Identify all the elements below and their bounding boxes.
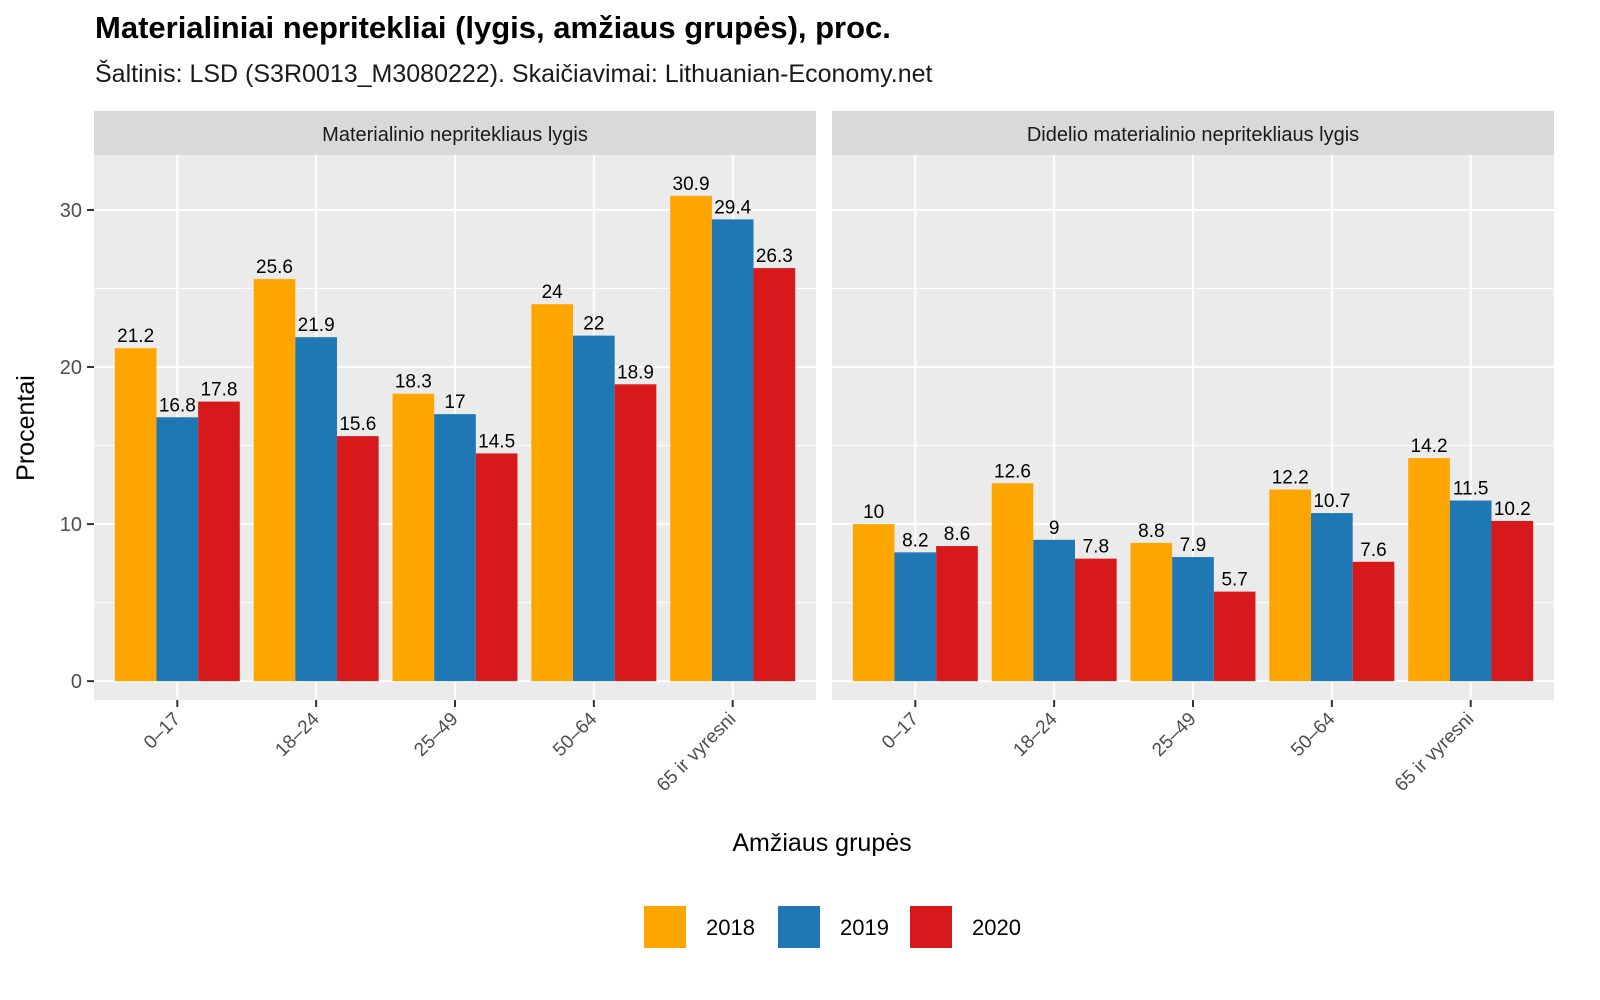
bar-value-label: 30.9 bbox=[673, 174, 710, 195]
legend-label: 2018 bbox=[706, 915, 755, 940]
bar-value-label: 10.2 bbox=[1494, 499, 1531, 520]
bar-value-label: 22 bbox=[583, 314, 604, 335]
bar-value-label: 18.9 bbox=[617, 362, 654, 383]
bar-value-label: 8.8 bbox=[1138, 521, 1164, 542]
legend-swatch-2018 bbox=[644, 906, 686, 948]
bar-2018 bbox=[1408, 458, 1450, 682]
bar-2019 bbox=[894, 552, 937, 682]
bar-value-label: 9 bbox=[1049, 518, 1060, 539]
bar-2018 bbox=[253, 279, 296, 682]
bar-2019 bbox=[1033, 539, 1075, 682]
y-axis-title: Procentai bbox=[12, 375, 40, 481]
bar-2019 bbox=[295, 337, 337, 682]
bar-2018 bbox=[392, 393, 435, 682]
bar-2020 bbox=[1213, 591, 1256, 682]
bar-2020 bbox=[336, 436, 379, 682]
bar-2018 bbox=[991, 483, 1034, 682]
bar-value-label: 5.7 bbox=[1221, 570, 1247, 591]
bar-2020 bbox=[1352, 561, 1395, 682]
bar-value-label: 21.9 bbox=[298, 315, 335, 336]
bar-value-label: 29.4 bbox=[714, 197, 751, 218]
bar-2019 bbox=[1449, 500, 1492, 682]
x-tick-label: 18–24 bbox=[271, 708, 324, 761]
bar-2019 bbox=[1172, 557, 1214, 682]
x-tick-label: 0–17 bbox=[878, 709, 923, 754]
y-tick-label: 0 bbox=[71, 671, 82, 693]
y-tick-label: 10 bbox=[60, 514, 82, 536]
bar-2019 bbox=[711, 219, 754, 682]
legend-swatch-2020 bbox=[910, 906, 952, 948]
bar-2018 bbox=[1130, 542, 1173, 682]
bar-value-label: 21.2 bbox=[117, 326, 154, 347]
bar-2020 bbox=[198, 401, 240, 682]
bar-value-label: 24 bbox=[542, 282, 564, 303]
bar-2018 bbox=[1269, 489, 1312, 682]
chart-subtitle: Šaltinis: LSD (S3R0013_M3080222). Skaiči… bbox=[95, 60, 933, 88]
y-tick-label: 30 bbox=[60, 200, 82, 222]
bar-2020 bbox=[475, 453, 518, 682]
bar-value-label: 10.7 bbox=[1313, 491, 1350, 512]
panel-strip bbox=[94, 111, 816, 155]
bar-value-label: 18.3 bbox=[395, 372, 432, 393]
bar-value-label: 17.8 bbox=[200, 380, 237, 401]
bar-2018 bbox=[531, 304, 574, 682]
x-tick-label: 18–24 bbox=[1009, 708, 1062, 761]
x-tick-label: 65 ir vyresni bbox=[653, 709, 740, 796]
legend-label: 2019 bbox=[840, 915, 889, 940]
bar-value-label: 12.6 bbox=[994, 461, 1031, 482]
x-tick-label: 50–64 bbox=[549, 708, 602, 761]
bar-value-label: 25.6 bbox=[256, 257, 293, 278]
bar-value-label: 16.8 bbox=[159, 395, 196, 416]
bar-value-label: 26.3 bbox=[756, 246, 793, 267]
bar-value-label: 10 bbox=[863, 502, 884, 523]
bar-value-label: 11.5 bbox=[1453, 479, 1489, 500]
bar-2019 bbox=[1311, 513, 1353, 682]
bar-value-label: 7.9 bbox=[1180, 535, 1206, 556]
chart-title: Materialiniai nepritekliai (lygis, amžia… bbox=[95, 10, 891, 45]
bar-value-label: 12.2 bbox=[1272, 468, 1309, 489]
bar-2020 bbox=[753, 268, 796, 682]
bar-2020 bbox=[936, 546, 978, 682]
legend-label: 2020 bbox=[972, 915, 1021, 940]
bar-value-label: 7.8 bbox=[1083, 537, 1109, 558]
bar-2018 bbox=[852, 524, 895, 682]
bar-value-label: 15.6 bbox=[339, 414, 376, 435]
bar-value-label: 14.5 bbox=[478, 431, 515, 452]
legend-swatch-2019 bbox=[778, 906, 820, 948]
y-tick-label: 20 bbox=[60, 357, 82, 379]
bar-2019 bbox=[573, 335, 615, 682]
bar-value-label: 7.6 bbox=[1360, 540, 1386, 561]
bar-value-label: 17 bbox=[444, 392, 465, 413]
x-tick-label: 0–17 bbox=[140, 709, 185, 754]
bar-2020 bbox=[1074, 558, 1117, 682]
panel-strip-label: Materialinio nepritekliaus lygis bbox=[322, 124, 588, 146]
x-tick-label: 25–49 bbox=[1148, 709, 1200, 761]
x-tick-label: 65 ir vyresni bbox=[1391, 709, 1478, 796]
bar-value-label: 14.2 bbox=[1411, 436, 1448, 457]
x-tick-label: 25–49 bbox=[410, 709, 462, 761]
bar-2019 bbox=[156, 417, 199, 682]
bar-2020 bbox=[614, 384, 657, 682]
bar-2018 bbox=[670, 195, 712, 682]
x-axis-title: Amžiaus grupės bbox=[732, 829, 911, 857]
bar-value-label: 8.2 bbox=[902, 530, 928, 551]
panel-strip-label: Didelio materialinio nepritekliaus lygis bbox=[1027, 124, 1359, 146]
panel-strip bbox=[832, 111, 1554, 155]
bar-value-label: 8.6 bbox=[944, 524, 970, 545]
bar-2020 bbox=[1491, 520, 1534, 682]
bar-2019 bbox=[434, 414, 476, 682]
bar-2018 bbox=[114, 348, 157, 682]
x-tick-label: 50–64 bbox=[1287, 708, 1340, 761]
